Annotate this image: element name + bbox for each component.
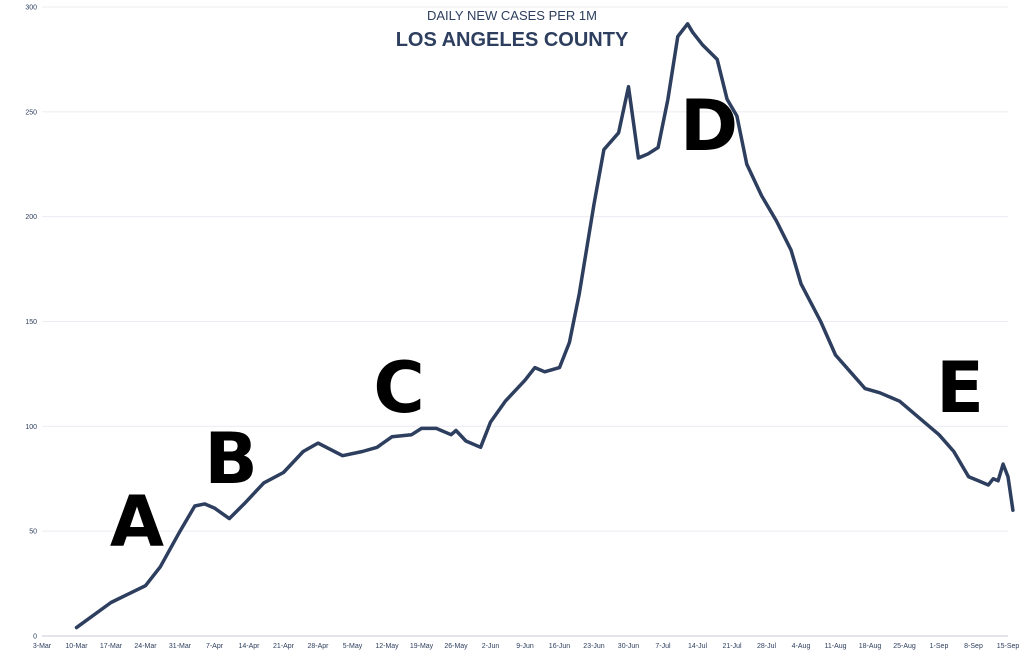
y-tick-label: 300: [25, 5, 37, 12]
y-tick-label: 200: [25, 214, 37, 221]
phase-label-b: B: [204, 418, 257, 500]
x-tick-label: 28-Jul: [757, 643, 777, 650]
x-tick-label: 17-Mar: [100, 643, 123, 650]
phase-label-c: C: [373, 347, 424, 429]
x-tick-label: 21-Jul: [722, 643, 742, 650]
x-tick-label: 9-Jun: [516, 643, 534, 650]
x-tick-label: 10-Mar: [65, 643, 88, 650]
cases-series-line: [74, 22, 1015, 630]
phase-label-a: A: [110, 481, 164, 563]
x-tick-label: 3-Mar: [33, 643, 52, 650]
x-tick-label: 5-May: [343, 643, 363, 650]
chart-title: LOS ANGELES COUNTY: [396, 29, 629, 51]
x-tick-label: 25-Aug: [893, 643, 916, 650]
x-tick-label: 8-Sep: [964, 643, 983, 650]
x-tick-label: 18-Aug: [859, 643, 882, 650]
gridlines: [42, 6, 1008, 532]
x-tick-label: 31-Mar: [169, 643, 192, 650]
x-tick-label: 30-Jun: [618, 643, 640, 650]
x-tick-label: 15-Sep: [997, 643, 1020, 650]
x-tick-label: 19-May: [410, 643, 434, 650]
y-tick-label: 150: [25, 319, 37, 326]
x-tick-label: 4-Aug: [792, 643, 811, 650]
y-tick-label: 250: [25, 109, 37, 116]
x-tick-label: 28-Apr: [307, 643, 329, 650]
x-tick-label: 26-May: [444, 643, 468, 650]
x-tick-label: 16-Jun: [549, 643, 571, 650]
x-tick-label: 1-Sep: [930, 643, 949, 650]
phase-label-e: E: [936, 347, 984, 429]
x-axis-ticks: 3-Mar 10-Mar 17-Mar 24-Mar 31-Mar 7-Apr 14-Apr…: [33, 643, 1020, 650]
y-axis-ticks: 0 50 100 150 200 250 300: [25, 5, 37, 641]
phase-label-d: D: [680, 85, 738, 167]
x-tick-label: 12-May: [375, 643, 399, 650]
x-tick-label: 7-Jul: [655, 643, 671, 650]
x-tick-label: 14-Apr: [238, 643, 260, 650]
y-tick-label: 0: [33, 634, 37, 641]
x-tick-label: 11-Aug: [824, 643, 846, 650]
x-tick-label: 2-Jun: [482, 643, 500, 650]
y-tick-label: 50: [29, 529, 37, 536]
x-tick-label: 24-Mar: [134, 643, 157, 650]
chart-subtitle: DAILY NEW CASES PER 1M: [427, 8, 597, 23]
x-tick-label: 23-Jun: [583, 643, 605, 650]
x-tick-label: 7-Apr: [206, 643, 224, 650]
x-tick-label: 14-Jul: [688, 643, 708, 650]
x-tick-label: 21-Apr: [273, 643, 295, 650]
y-tick-label: 100: [25, 424, 37, 431]
